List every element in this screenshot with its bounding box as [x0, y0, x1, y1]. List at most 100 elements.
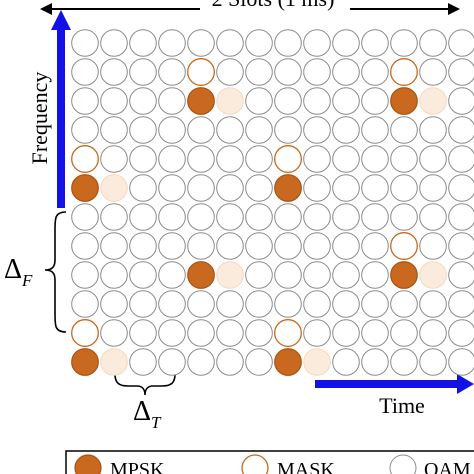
- resource-element-empty: [303, 87, 331, 115]
- resource-element-empty: [419, 145, 447, 173]
- time-arrow-shaft: [315, 380, 461, 388]
- resource-element-mpsk: [390, 261, 418, 289]
- frequency-label: Frequency: [27, 72, 52, 165]
- resource-element-mask-ring: [390, 58, 418, 86]
- resource-element-mask: [419, 87, 447, 115]
- resource-element-empty: [129, 261, 157, 289]
- legend-box: [65, 450, 474, 474]
- resource-element-empty: [332, 319, 360, 347]
- resource-element-empty: [274, 116, 302, 144]
- resource-element-empty: [71, 203, 99, 231]
- resource-element-mpsk: [390, 87, 418, 115]
- delta-t-label: ΔT: [133, 396, 162, 432]
- resource-element-empty: [332, 58, 360, 86]
- resource-element-empty: [100, 145, 128, 173]
- delta-f-subscript: F: [21, 271, 33, 290]
- resource-element-empty: [332, 87, 360, 115]
- resource-element-empty: [448, 29, 474, 57]
- legend-label-qam: QAM: [424, 459, 471, 474]
- resource-element-empty: [187, 174, 215, 202]
- top-span-label: 2 Slots (1 ms): [212, 0, 335, 11]
- resource-element-empty: [71, 290, 99, 318]
- resource-element-empty: [332, 145, 360, 173]
- resource-element-empty: [361, 29, 389, 57]
- resource-element-empty: [71, 87, 99, 115]
- resource-element-empty: [448, 290, 474, 318]
- resource-element-empty: [274, 290, 302, 318]
- resource-element-empty: [448, 145, 474, 173]
- time-span-arrow-right-head: [448, 3, 460, 15]
- resource-element-empty: [361, 174, 389, 202]
- resource-element-empty: [332, 261, 360, 289]
- resource-element-empty: [245, 261, 273, 289]
- resource-element-empty: [129, 290, 157, 318]
- resource-element-empty: [100, 290, 128, 318]
- resource-element-empty: [361, 348, 389, 376]
- resource-element-mask: [216, 87, 244, 115]
- resource-element-empty: [216, 116, 244, 144]
- resource-element-empty: [361, 58, 389, 86]
- resource-element-empty: [71, 261, 99, 289]
- legend-label-mask: MASK: [277, 459, 335, 474]
- resource-element-empty: [216, 58, 244, 86]
- resource-element-mask-ring: [187, 58, 215, 86]
- resource-element-empty: [303, 290, 331, 318]
- resource-element-empty: [187, 290, 215, 318]
- resource-element-empty: [245, 319, 273, 347]
- resource-element-empty: [216, 290, 244, 318]
- resource-element-empty: [216, 174, 244, 202]
- resource-element-empty: [158, 116, 186, 144]
- resource-element-empty: [448, 319, 474, 347]
- resource-element-empty: [100, 232, 128, 260]
- resource-element-empty: [419, 58, 447, 86]
- resource-element-empty: [361, 261, 389, 289]
- resource-element-empty: [303, 232, 331, 260]
- time-arrow-head: [457, 374, 474, 394]
- resource-element-empty: [129, 174, 157, 202]
- legend: MPSK MASK QAM: [65, 450, 474, 474]
- resource-element-empty: [303, 145, 331, 173]
- resource-element-empty: [100, 29, 128, 57]
- resource-element-empty: [390, 290, 418, 318]
- resource-element-empty: [303, 116, 331, 144]
- resource-element-mask: [419, 261, 447, 289]
- top-label-bg: [200, 0, 350, 14]
- resource-element-empty: [245, 145, 273, 173]
- delta-t-brace: [114, 373, 176, 396]
- resource-element-mask-ring: [71, 145, 99, 173]
- resource-element-empty: [419, 29, 447, 57]
- delta-f-symbol: Δ: [4, 254, 22, 285]
- resource-element-empty: [390, 116, 418, 144]
- resource-element-mask: [216, 261, 244, 289]
- resource-element-empty: [419, 348, 447, 376]
- resource-element-empty: [158, 261, 186, 289]
- resource-element-empty: [158, 290, 186, 318]
- resource-element-empty: [274, 261, 302, 289]
- resource-element-empty: [129, 203, 157, 231]
- resource-element-empty: [100, 203, 128, 231]
- resource-element-empty: [245, 58, 273, 86]
- resource-element-empty: [158, 174, 186, 202]
- resource-element-empty: [448, 232, 474, 260]
- resource-element-empty: [129, 232, 157, 260]
- resource-element-empty: [158, 87, 186, 115]
- resource-element-empty: [129, 348, 157, 376]
- resource-element-empty: [448, 87, 474, 115]
- resource-element-empty: [332, 290, 360, 318]
- legend-swatch-qam: [389, 454, 417, 474]
- resource-grid: [71, 29, 474, 376]
- resource-element-empty: [245, 348, 273, 376]
- time-arrow: [315, 374, 474, 394]
- legend-label-mpsk: MPSK: [110, 459, 165, 474]
- resource-element-empty: [245, 87, 273, 115]
- resource-element-empty: [100, 319, 128, 347]
- resource-element-empty: [361, 290, 389, 318]
- resource-element-empty: [419, 203, 447, 231]
- resource-element-empty: [158, 29, 186, 57]
- resource-element-empty: [158, 58, 186, 86]
- resource-element-empty: [158, 203, 186, 231]
- resource-element-empty: [448, 174, 474, 202]
- resource-element-mask-ring: [71, 319, 99, 347]
- resource-element-empty: [129, 319, 157, 347]
- resource-element-empty: [361, 319, 389, 347]
